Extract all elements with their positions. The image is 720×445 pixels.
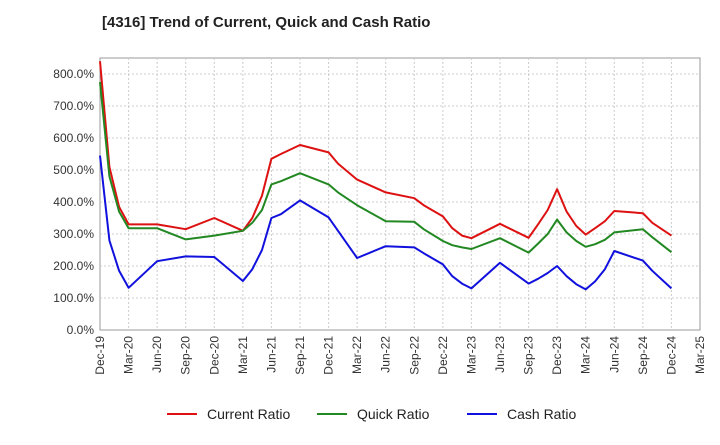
chart-title: [4316] Trend of Current, Quick and Cash … — [102, 14, 431, 31]
x-tick-label: Jun-23 — [493, 336, 507, 373]
y-tick-label: 200.0% — [53, 259, 94, 273]
quick-ratio-line — [99, 81, 673, 254]
x-tick-label: Sep-24 — [636, 336, 650, 375]
x-tick-label: Sep-20 — [179, 336, 193, 375]
y-tick-label: 800.0% — [53, 67, 94, 81]
y-tick-label: 0.0% — [67, 323, 95, 337]
y-tick-label: 300.0% — [53, 227, 94, 241]
x-tick-label: Sep-22 — [407, 336, 421, 375]
x-tick-label: Jun-24 — [607, 336, 621, 373]
x-tick-label: Jun-21 — [264, 336, 278, 373]
y-tick-label: 600.0% — [53, 131, 94, 145]
x-tick-label: Sep-23 — [522, 336, 536, 375]
x-tick-label: Dec-22 — [436, 336, 450, 375]
legend-item: Quick Ratio — [317, 406, 430, 422]
legend-label: Quick Ratio — [357, 406, 430, 422]
x-tick-label: Dec-20 — [207, 336, 221, 375]
cash-ratio-line — [99, 155, 673, 291]
legend-item: Current Ratio — [167, 406, 290, 422]
legend-label: Current Ratio — [207, 406, 290, 422]
y-tick-label: 700.0% — [53, 99, 94, 113]
x-tick-label: Dec-19 — [93, 336, 107, 375]
x-tick-label: Jun-20 — [150, 336, 164, 373]
x-tick-label: Dec-23 — [550, 336, 564, 375]
current-ratio-line — [99, 61, 672, 240]
y-tick-label: 400.0% — [53, 195, 94, 209]
x-tick-label: Dec-21 — [322, 336, 336, 375]
x-tick-label: Mar-20 — [122, 336, 136, 374]
y-tick-label: 100.0% — [53, 291, 94, 305]
legend-label: Cash Ratio — [507, 406, 576, 422]
x-tick-label: Mar-24 — [579, 336, 593, 374]
legend-item: Cash Ratio — [467, 406, 576, 422]
x-tick-label: Mar-25 — [693, 336, 707, 374]
x-tick-label: Mar-23 — [464, 336, 478, 374]
x-tick-label: Mar-22 — [350, 336, 364, 374]
plot-area — [99, 57, 701, 331]
x-tick-label: Sep-21 — [293, 336, 307, 375]
y-tick-label: 500.0% — [53, 163, 94, 177]
x-tick-label: Jun-22 — [379, 336, 393, 373]
x-tick-label: Mar-21 — [236, 336, 250, 374]
x-tick-label: Dec-24 — [664, 336, 678, 375]
